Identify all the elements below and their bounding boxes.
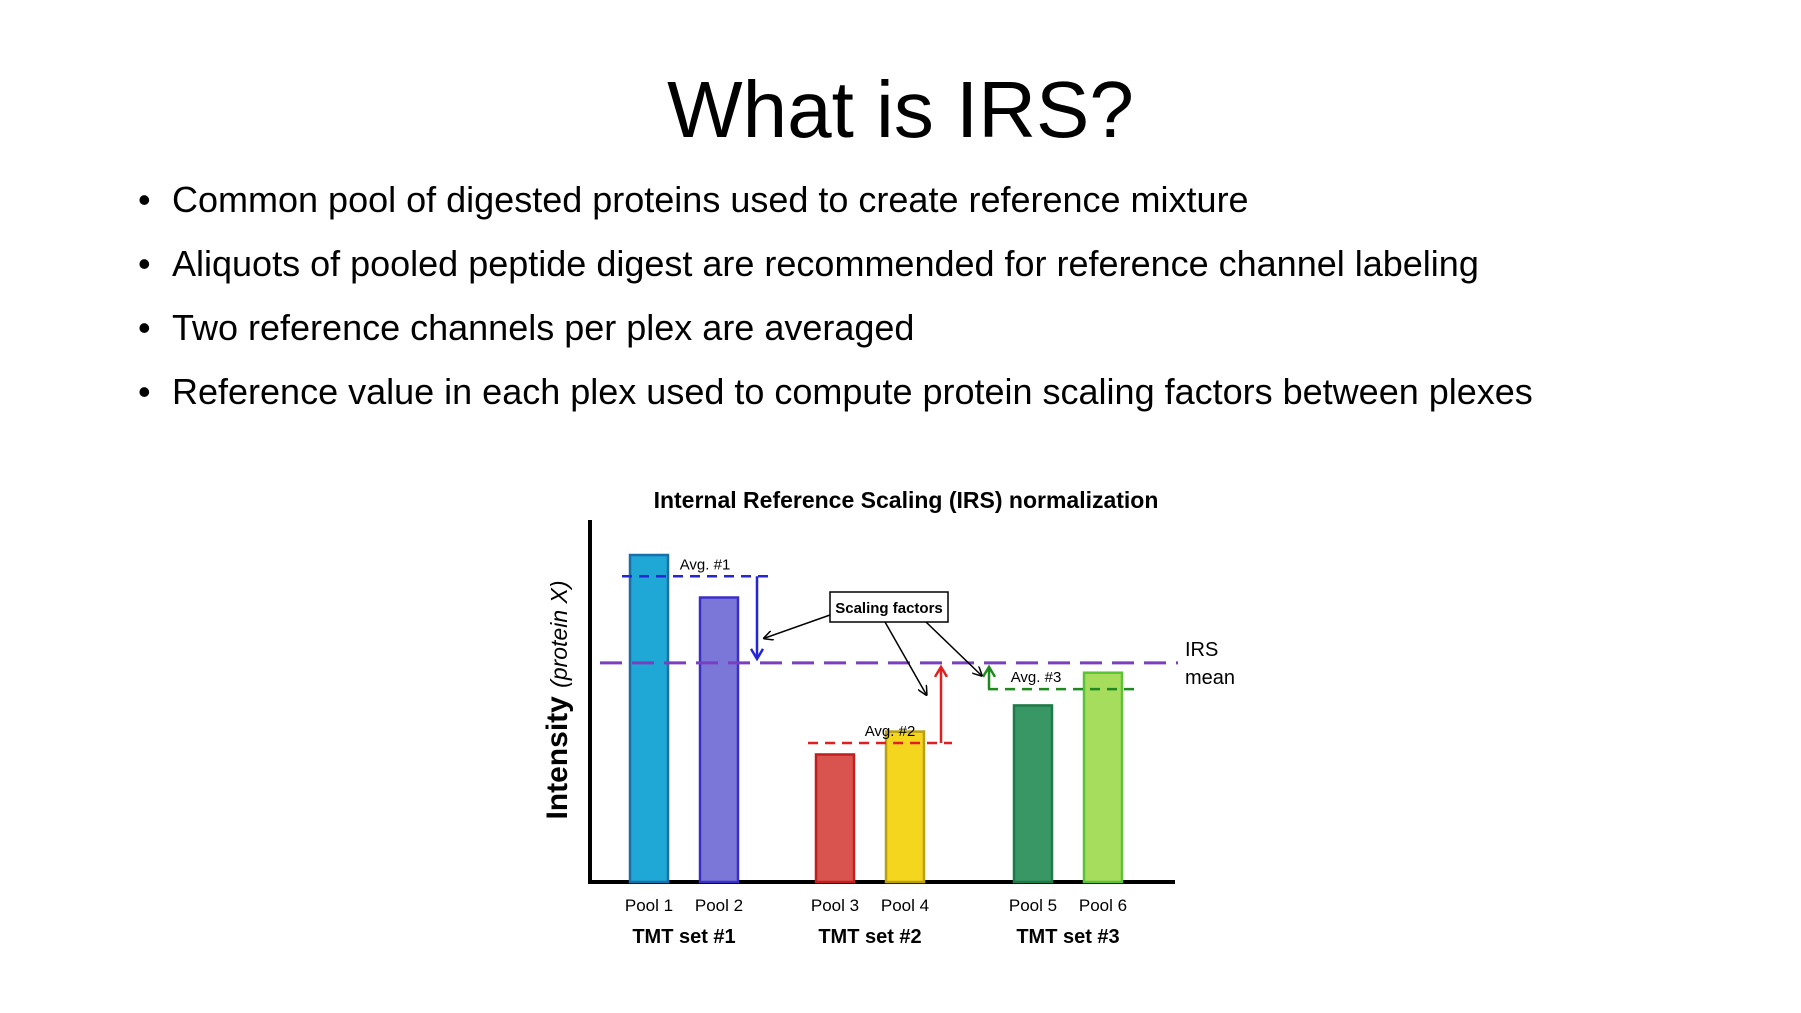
x-tick-label: Pool 6 [1079,896,1127,915]
scaling-arrow-head [981,664,997,678]
group-label: TMT set #1 [632,926,735,948]
irs-mean-label: mean [1185,667,1235,689]
bullet-item: • Common pool of digested proteins used t… [130,180,1533,244]
irs-mean-label: IRS [1185,639,1218,661]
group-label: TMT set #3 [1016,926,1119,948]
reference-lines-layer [600,575,1178,745]
bullet-text: Common pool of digested proteins used to… [172,179,1249,220]
bars-layer [628,553,1124,884]
bullet-text: Aliquots of pooled peptide digest are re… [172,243,1479,284]
average-label: Avg. #2 [865,723,916,740]
y-axis-label-main: Intensity [541,688,574,820]
callout-pointer [765,614,831,638]
chart-title: Internal Reference Scaling (IRS) normali… [654,487,1159,513]
bullet-item: • Two reference channels per plex are ave… [130,308,1533,372]
callout-box [829,591,949,623]
average-label: Avg. #3 [1011,669,1062,686]
x-tick-label: Pool 2 [695,896,743,915]
scaling-arrow-head [933,664,949,678]
x-tick-label: Pool 3 [811,896,859,915]
y-axis-label: Intensity (protein X) [541,580,574,819]
bar-3 [814,753,856,884]
bullet-dot: • [138,243,151,284]
bar-4 [884,730,926,884]
callout-pointer [925,621,981,675]
bullet-dot: • [138,179,151,220]
x-tick-label: Pool 5 [1009,896,1057,915]
bullet-text: Two reference channels per plex are aver… [172,307,915,348]
callout-pointer [884,621,926,694]
bullet-dot: • [138,307,151,348]
bullet-item: • Aliquots of pooled peptide digest are r… [130,244,1533,308]
scaling-arrow-head [749,648,765,662]
bar-6 [1082,671,1124,884]
y-axis-label-sub: (protein X) [546,580,572,687]
bullet-text: Reference value in each plex used to com… [172,371,1533,412]
average-label: Avg. #1 [680,556,731,573]
bar-1 [628,553,670,884]
axes [588,520,1175,884]
slide-title: What is IRS? [667,65,1134,154]
bullet-dot: • [138,371,151,412]
group-label: TMT set #2 [818,926,921,948]
bar-2 [698,596,740,884]
bullet-item: • Reference value in each plex used to co… [130,372,1533,436]
bullet-list: • Common pool of digested proteins used t… [130,180,1533,436]
labels-layer: Intensity (protein X) Pool 1 Pool 2 Pool 3 P… [541,556,1235,948]
x-tick-label: Pool 4 [881,896,929,915]
x-tick-label: Pool 1 [625,896,673,915]
callout-text: Scaling factors [835,600,943,617]
bar-5 [1012,704,1054,884]
